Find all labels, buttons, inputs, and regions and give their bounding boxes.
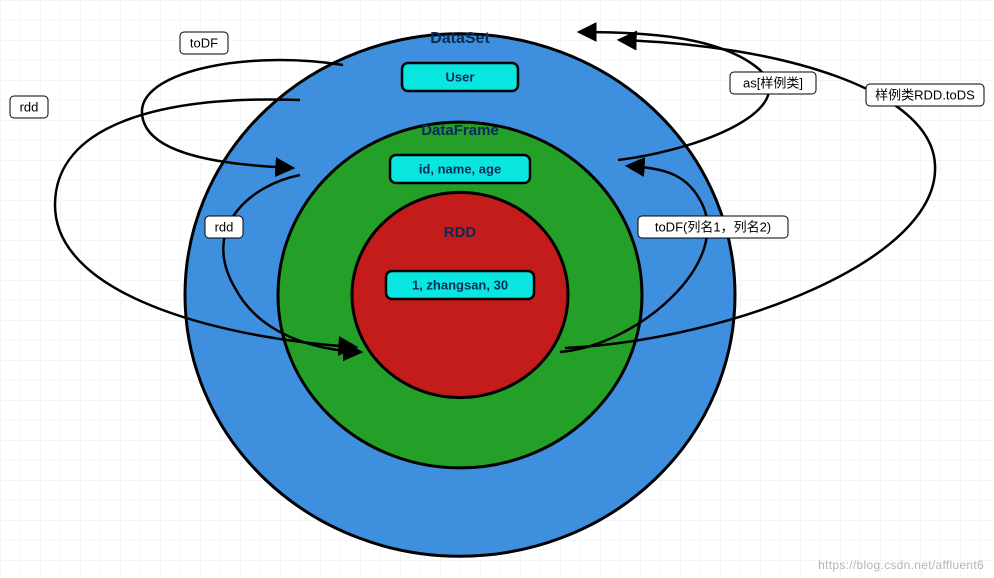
middle-ring-label: DataFrame: [421, 122, 499, 139]
watermark: https://blog.csdn.net/affluent6: [818, 558, 984, 572]
middle-chip-text: id, name, age: [419, 161, 501, 176]
edge-label-df_to_ds_as: as[样例类]: [743, 75, 803, 90]
edge-label-rdd_to_df_toDF_cols: toDF(列名1，列名2): [655, 219, 771, 234]
outer-ring-label: DataSet: [430, 30, 490, 47]
edge-label-ds_to_rdd_rdd: rdd: [20, 99, 39, 114]
outer-chip-text: User: [446, 69, 475, 84]
diagram-svg: DataSet User DataFrame id, name, age RDD 1, z…: [0, 0, 994, 578]
edge-label-df_to_rdd_rdd: rdd: [215, 219, 234, 234]
inner-chip-text: 1, zhangsan, 30: [412, 277, 508, 292]
edge-label-ds_to_df_toDF: toDF: [190, 35, 218, 50]
inner-ring-label: RDD: [444, 224, 477, 241]
edge-label-rdd_to_ds_toDS: 样例类RDD.toDS: [875, 87, 975, 102]
